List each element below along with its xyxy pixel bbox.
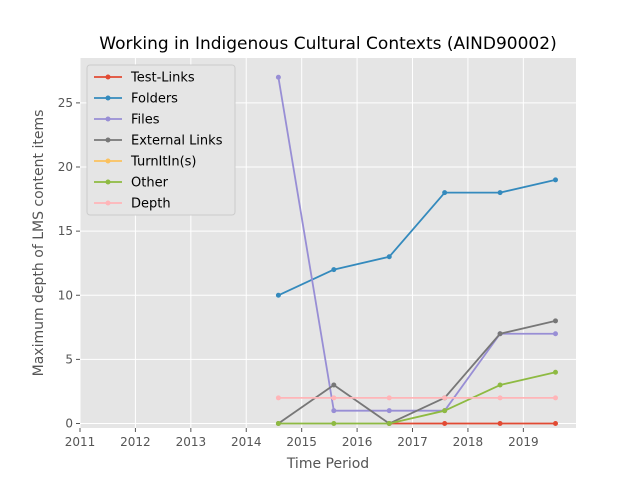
legend-marker [105, 95, 111, 101]
legend-label: TurnItIn(s) [130, 155, 196, 170]
series-depth [275, 395, 558, 401]
legend-label: Depth [131, 197, 171, 212]
series-other [275, 369, 558, 427]
data-point [275, 74, 281, 80]
y-axis-label: Maximum depth of LMS content items [31, 110, 47, 377]
data-point [497, 190, 503, 196]
data-point [386, 395, 392, 401]
legend-item: Test-Links [94, 71, 195, 86]
data-point [442, 421, 448, 427]
data-point [331, 395, 337, 401]
legend-item: TurnItIn(s) [94, 155, 196, 170]
x-tick-label: 2019 [508, 435, 539, 449]
series-lines [275, 74, 558, 427]
legend-label: Folders [131, 92, 178, 107]
y-tick-label: 5 [65, 352, 73, 366]
data-point [386, 254, 392, 260]
data-point [497, 382, 503, 388]
data-point [442, 190, 448, 196]
legend-marker [105, 158, 111, 164]
legend-marker [105, 179, 111, 185]
x-tick-label: 2016 [342, 435, 373, 449]
data-point [442, 395, 448, 401]
legend-marker [105, 74, 111, 80]
legend-item: Depth [94, 197, 171, 212]
legend-marker [105, 137, 111, 143]
series-line [278, 178, 556, 297]
x-axis-label: Time Period [286, 456, 369, 472]
data-point [552, 331, 558, 337]
data-point [552, 177, 558, 183]
data-point [275, 395, 281, 401]
x-tick-label: 2014 [231, 435, 262, 449]
x-tick-label: 2018 [453, 435, 484, 449]
data-point [552, 318, 558, 324]
data-point [497, 331, 503, 337]
data-point [275, 421, 281, 427]
grid [79, 58, 576, 428]
series-line [278, 371, 556, 425]
y-tick-label: 0 [65, 417, 73, 431]
legend-box [86, 64, 236, 216]
x-tick-label: 2011 [65, 435, 96, 449]
legend-marker [105, 116, 111, 122]
legend-label: Other [131, 176, 169, 191]
data-point [331, 382, 337, 388]
y-axis-ticks: 0 5 10 15 20 25 [58, 96, 80, 431]
data-point [497, 421, 503, 427]
y-tick-label: 10 [58, 288, 73, 302]
data-point [442, 408, 448, 414]
y-tick-label: 15 [58, 224, 73, 238]
y-tick-label: 20 [58, 160, 73, 174]
x-tick-label: 2012 [120, 435, 151, 449]
x-tick-label: 2017 [397, 435, 428, 449]
data-point [552, 421, 558, 427]
data-point [275, 292, 281, 298]
legend-marker [105, 200, 111, 206]
data-point [331, 408, 337, 414]
series-line [277, 320, 556, 425]
legend-item: Folders [94, 92, 178, 107]
x-axis-ticks: 2011 2012 2013 2014 2015 2016 2017 2018 2019 [65, 428, 539, 449]
y-tick-label: 25 [58, 96, 73, 110]
data-point [552, 369, 558, 375]
data-point [331, 421, 337, 427]
legend-label: Files [131, 113, 160, 128]
legend-label: Test-Links [130, 71, 195, 86]
legend-item: Files [94, 113, 160, 128]
series-folders [275, 177, 558, 298]
legend-item: External Links [94, 134, 223, 149]
x-tick-label: 2013 [176, 435, 207, 449]
chart-title: Working in Indigenous Cultural Contexts … [99, 34, 556, 54]
data-point [386, 421, 392, 427]
data-point [386, 408, 392, 414]
x-tick-label: 2015 [286, 435, 317, 449]
data-point [552, 395, 558, 401]
legend: Test-Links Folders Files External Links Turn… [86, 64, 236, 216]
legend-item: Other [94, 176, 169, 191]
legend-label: External Links [131, 134, 223, 149]
data-point [497, 395, 503, 401]
data-point [331, 267, 337, 273]
